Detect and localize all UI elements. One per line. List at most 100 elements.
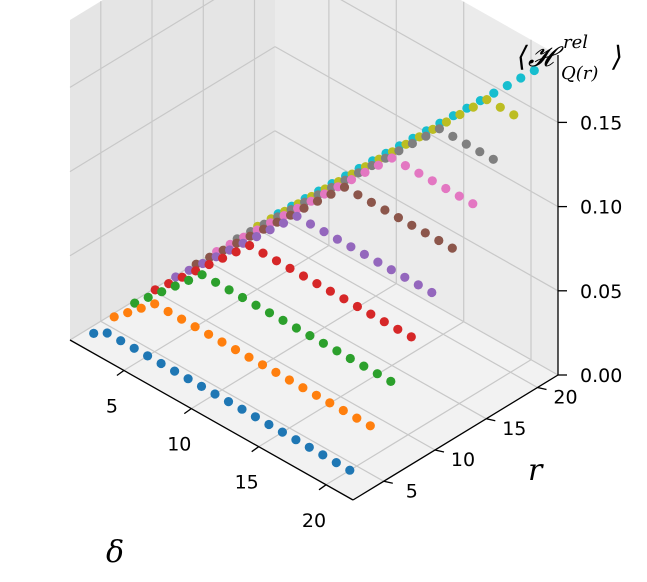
data-point <box>339 294 349 304</box>
data-point <box>366 197 376 207</box>
data-point <box>299 203 309 213</box>
data-point <box>475 147 485 157</box>
data-point <box>218 245 228 255</box>
data-point <box>218 253 228 263</box>
data-point <box>224 285 234 295</box>
data-point <box>305 331 315 341</box>
y-tick-label: 20 <box>553 387 577 409</box>
data-point <box>488 154 498 164</box>
data-point <box>271 256 282 266</box>
data-point <box>171 272 181 282</box>
data-point <box>386 265 396 275</box>
data-point <box>311 390 321 400</box>
data-point <box>407 138 417 149</box>
data-point <box>352 301 362 312</box>
data-point <box>210 389 220 399</box>
data-points <box>89 65 539 475</box>
data-point <box>427 176 437 186</box>
data-point <box>306 196 316 206</box>
data-point <box>325 398 335 408</box>
data-point <box>427 287 437 298</box>
z-tick-label: 0.15 <box>580 112 622 134</box>
grid-line-z <box>340 0 559 123</box>
data-point <box>353 190 363 200</box>
y-tick-label: 5 <box>406 480 418 502</box>
z-tick-label: 0.00 <box>580 365 622 387</box>
data-point <box>150 299 160 309</box>
data-point <box>393 213 403 223</box>
data-point <box>196 381 207 391</box>
data-point <box>129 343 139 353</box>
y-tick-label: 15 <box>502 418 526 440</box>
data-point <box>170 281 180 291</box>
data-point <box>502 81 512 91</box>
data-point <box>359 249 369 259</box>
back-wall-pane <box>275 0 558 375</box>
data-point <box>365 421 375 431</box>
tick-marks <box>116 121 567 491</box>
data-point <box>380 205 390 215</box>
data-point <box>346 242 356 252</box>
grid-line-x <box>325 359 532 486</box>
data-point <box>414 168 424 178</box>
data-point <box>468 199 478 209</box>
data-point <box>455 109 465 120</box>
data-point <box>441 117 451 127</box>
data-point <box>400 161 410 171</box>
data-point <box>265 225 275 235</box>
data-point <box>373 257 383 267</box>
data-point <box>271 367 281 377</box>
z-axis-label-sub: Q(r) <box>561 63 598 84</box>
x-tick-mark <box>318 484 327 491</box>
data-point <box>183 374 193 384</box>
data-point <box>277 427 287 437</box>
data-point <box>245 240 255 251</box>
data-point <box>278 218 289 228</box>
data-point <box>250 412 260 422</box>
data-point <box>136 303 146 313</box>
data-point <box>157 287 167 297</box>
data-point <box>461 139 471 149</box>
data-point <box>232 238 242 248</box>
data-point <box>291 323 301 333</box>
data-point <box>407 220 417 230</box>
grid-line-z <box>69 130 276 257</box>
x-tick-mark <box>116 369 125 377</box>
data-point <box>204 259 214 270</box>
data-point <box>89 328 99 338</box>
data-point <box>400 272 410 282</box>
z-axis-label-close: ⟩ <box>611 40 623 73</box>
data-point <box>205 252 215 262</box>
z-tick-label: 0.10 <box>580 197 622 219</box>
data-point <box>237 404 247 414</box>
x-tick-mark <box>183 408 192 415</box>
data-point <box>380 153 391 163</box>
data-point <box>304 442 314 452</box>
data-point <box>434 235 444 246</box>
x-tick-label: 10 <box>167 434 191 456</box>
data-point <box>393 324 403 334</box>
grid-line-x <box>258 321 465 448</box>
data-point <box>373 160 383 170</box>
data-point <box>217 337 227 347</box>
data-point <box>332 346 342 356</box>
data-point <box>285 263 295 273</box>
data-point <box>434 124 444 134</box>
data-point <box>318 450 328 460</box>
left-wall-pane <box>70 0 275 340</box>
grid-line-x <box>190 283 397 410</box>
data-point <box>312 279 322 289</box>
data-point <box>331 458 341 468</box>
x-tick-label: 20 <box>302 510 326 532</box>
data-point <box>102 328 112 338</box>
axis-lines <box>69 55 559 501</box>
data-point <box>413 280 423 290</box>
data-point <box>156 358 166 369</box>
data-point <box>325 286 335 296</box>
data-point <box>333 182 343 192</box>
y-tick-mark <box>486 418 496 422</box>
grid-line-y <box>151 289 436 451</box>
data-point <box>245 231 255 241</box>
data-point <box>312 196 323 206</box>
